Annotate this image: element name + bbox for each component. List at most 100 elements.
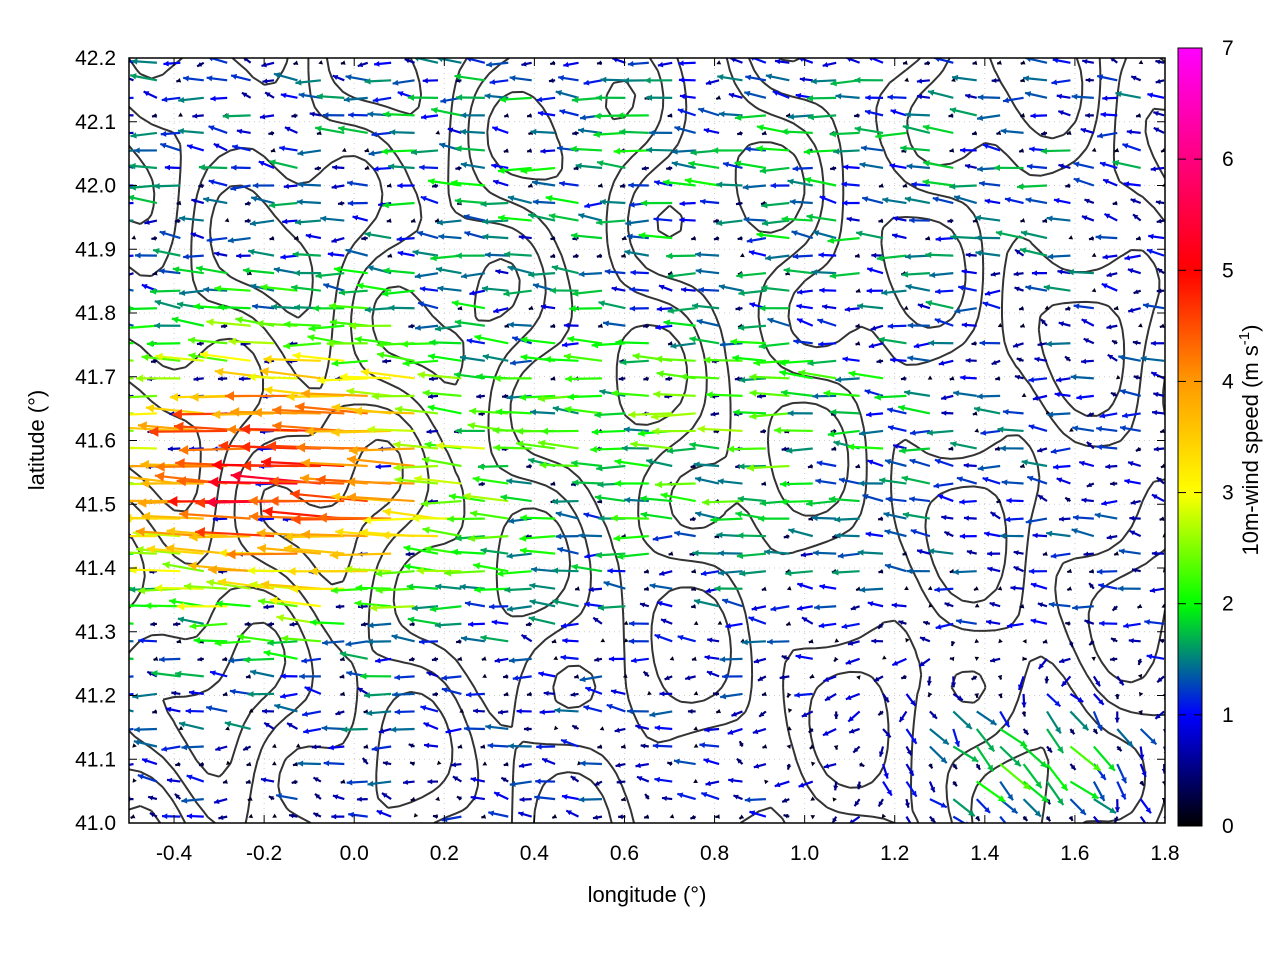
- wind-vector-head: [330, 318, 338, 327]
- wind-vector-head: [595, 94, 602, 102]
- wind-vector-head: [1086, 441, 1093, 448]
- wind-vector-head: [739, 814, 745, 819]
- wind-vector-head: [372, 97, 379, 103]
- wind-vector-head: [429, 376, 434, 382]
- wind-vector-head: [655, 324, 661, 331]
- wind-vector-head: [764, 779, 769, 785]
- wind-vector-head: [1023, 729, 1029, 735]
- wind-vector-head: [756, 145, 763, 153]
- wind-vector-head: [178, 112, 183, 117]
- x-tick-label: 0.2: [430, 842, 459, 865]
- wind-vector-head: [1027, 475, 1034, 482]
- wind-vector-head: [933, 482, 940, 489]
- wind-vector-shaft: [129, 551, 157, 555]
- wind-vector-head: [528, 615, 536, 623]
- wind-vector-head: [795, 653, 802, 660]
- wind-vector-head: [916, 78, 923, 84]
- wind-vector-head: [596, 60, 602, 66]
- wind-vector-head: [263, 604, 269, 610]
- wind-vector-head: [910, 700, 916, 706]
- wind-vector-head: [1138, 710, 1143, 715]
- wind-vector-head: [484, 92, 491, 100]
- wind-vector-shaft: [417, 373, 462, 380]
- wind-vector-head: [151, 235, 157, 241]
- wind-vector-head: [651, 412, 659, 421]
- wind-vector-head: [808, 638, 814, 644]
- wind-vector-head: [767, 638, 773, 645]
- wind-vector-head: [949, 148, 955, 153]
- wind-vector-head: [875, 132, 882, 140]
- wind-vector-head: [827, 430, 835, 438]
- wind-vector-head: [1058, 516, 1064, 522]
- wind-vector-head: [217, 303, 225, 311]
- wind-vector-head: [701, 791, 708, 798]
- wind-vector-head: [594, 112, 601, 120]
- wind-vector-head: [717, 74, 724, 81]
- wind-vector-head: [855, 253, 860, 259]
- wind-vector-head: [812, 230, 820, 237]
- wind-vector-head: [833, 148, 840, 155]
- wind-vector-head: [264, 385, 273, 395]
- wind-vector-head: [620, 358, 627, 366]
- wind-vector-head: [188, 352, 196, 360]
- wind-vector-head: [899, 716, 905, 722]
- wind-vector-head: [767, 317, 774, 324]
- wind-vector-head: [797, 289, 803, 295]
- wind-vector-head: [91, 353, 98, 361]
- wind-vector-head: [199, 350, 208, 360]
- wind-vector-head: [388, 163, 395, 170]
- wind-vector-head: [1017, 684, 1024, 690]
- wind-vector-head: [1041, 130, 1046, 136]
- wind-vector-head: [383, 267, 390, 275]
- wind-vector-head: [136, 545, 144, 554]
- wind-vector-head: [960, 147, 966, 154]
- wind-vector-head: [407, 616, 415, 624]
- wind-vector-head: [965, 357, 971, 364]
- wind-vector-head: [279, 145, 285, 152]
- wind-vector-head: [552, 405, 560, 413]
- wind-vector-head: [1121, 776, 1127, 784]
- wind-vector-head: [163, 60, 169, 67]
- wind-vector-head: [859, 586, 866, 593]
- wind-vector-head: [198, 183, 204, 189]
- wind-vector-head: [175, 761, 181, 767]
- wind-vector-head: [906, 568, 913, 575]
- wind-vector-head: [1035, 781, 1042, 789]
- wind-vector-head: [578, 127, 585, 134]
- wind-vector-shaft: [137, 424, 204, 433]
- wind-vector-head: [1019, 305, 1024, 311]
- wind-vector-head: [807, 359, 814, 367]
- wind-vector-head: [1130, 198, 1136, 204]
- wind-vector-head: [1072, 514, 1079, 521]
- wind-vector-head: [806, 213, 814, 221]
- wind-vector-head: [420, 195, 427, 202]
- wind-vector-head: [993, 164, 1001, 172]
- wind-vector-head: [155, 352, 163, 361]
- wind-vector-head: [244, 200, 250, 206]
- wind-vector-head: [345, 565, 353, 574]
- wind-vector-head: [733, 408, 740, 416]
- wind-vector-head: [561, 794, 568, 800]
- wind-vector-head: [175, 670, 182, 678]
- wind-vector-head: [987, 744, 995, 752]
- wind-vector-head: [654, 725, 661, 731]
- wind-vector-head: [932, 196, 939, 203]
- wind-vector-head: [975, 234, 981, 241]
- wind-vector-head: [1126, 129, 1133, 135]
- wind-vector-head: [371, 392, 379, 401]
- wind-vector-head: [472, 475, 480, 483]
- wind-vector-head: [550, 235, 556, 241]
- wind-vector-head: [930, 817, 936, 823]
- colorbar: [1177, 47, 1203, 827]
- wind-vector-head: [167, 446, 173, 452]
- wind-vector-head: [604, 268, 611, 275]
- wind-vector-head: [789, 198, 796, 205]
- wind-vector-head: [856, 230, 863, 237]
- wind-vector-head: [504, 113, 509, 118]
- wind-vector-head: [543, 690, 549, 696]
- wind-vector-head: [818, 341, 824, 347]
- wind-vector-head: [1096, 724, 1103, 731]
- wind-vector-head: [689, 441, 697, 449]
- wind-vector-head: [220, 323, 226, 329]
- wind-vector-head: [976, 393, 983, 400]
